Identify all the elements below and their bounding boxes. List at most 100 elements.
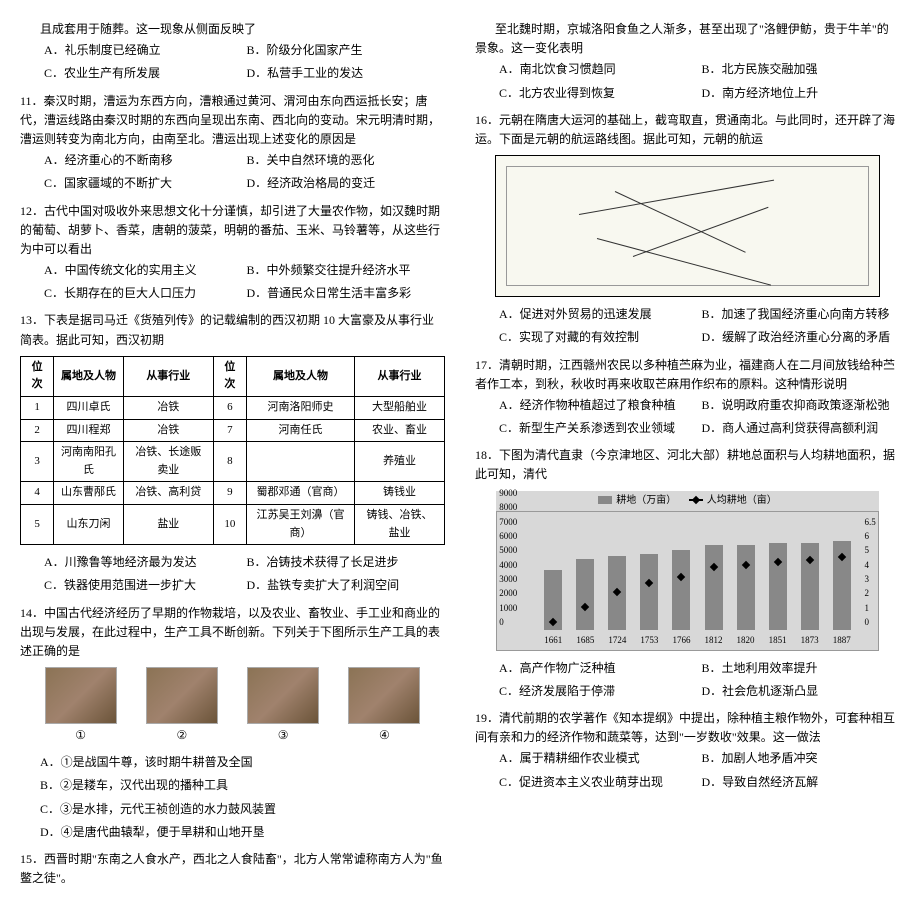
table-row: 3河南南阳孔氏冶铁、长途贩卖业8养殖业 [21,442,445,482]
chart-legend: 耕地（万亩） 人均耕地（亩） [496,491,879,511]
q13-text: 13．下表是据司马迁《货殖列传》的记载编制的西汉初期 10 大富豪及从事行业简表… [20,313,434,346]
q18-opt-d: D．社会危机逐渐凸显 [698,680,901,703]
q11-opt-b: B．关中自然环境的恶化 [243,149,446,172]
q15: 15．西晋时期"东南之人食水产，西北之人食陆畜"，北方人常常谑称南方人为"鱼鳖之… [20,850,445,888]
q14-images: ① ② ③ ④ [20,667,445,745]
q12-options: A．中国传统文化的实用主义 B．中外频繁交往提升经济水平 C．长期存在的巨大人口… [20,259,445,305]
y-right-tick: 1 [865,601,876,615]
chart-point [581,602,589,610]
th4: 属地及人物 [246,356,354,396]
q16-map [495,155,880,297]
table-header-row: 位次 属地及人物 从事行业 位次 属地及人物 从事行业 [21,356,445,396]
q18-opt-b: B．土地利用效率提升 [698,657,901,680]
q19: 19．清代前期的农学著作《知本提纲》中提出，除种植主粮作物外，可套种相互间有亲和… [475,709,900,794]
chart-bar [576,559,594,629]
x-tick: 1753 [640,633,658,647]
chart-point [773,557,781,565]
table-cell: 4 [21,482,54,505]
q13-opt-b: B．冶铸技术获得了长足进步 [243,551,446,574]
y-left-tick: 6000 [499,529,517,543]
chart-bar [769,543,787,629]
table-cell: 冶铁 [123,397,213,420]
y-left-tick: 2000 [499,586,517,600]
q10-options: A．礼乐制度已经确立 B．阶级分化国家产生 C．农业生产有所发展 D．私营手工业… [20,39,445,85]
map-outline [506,166,869,286]
chart-bar [672,550,690,630]
x-tick: 1873 [801,633,819,647]
chart-point [837,552,845,560]
q15-opt-a: A．南北饮食习惯趋同 [495,58,698,81]
q10-opt-a: A．礼乐制度已经确立 [40,39,243,62]
q11-opt-a: A．经济重心的不断南移 [40,149,243,172]
chart-bar [833,541,851,630]
chart-point [709,562,717,570]
chart-bars [537,522,858,630]
q15-tail-text: 至北魏时期，京城洛阳食鱼之人渐多，甚至出现了"洛鲤伊鲂，贵于牛羊"的景象。这一变… [475,22,889,55]
table-row: 4山东曹邴氏冶铁、高利贷9蜀郡邓通（官商）铸钱业 [21,482,445,505]
th3: 位次 [213,356,246,396]
y-left-tick: 8000 [499,500,517,514]
th5: 从事行业 [355,356,445,396]
table-cell: 冶铁、长途贩卖业 [123,442,213,482]
chart-bar [608,556,626,629]
q12-opt-d: D．普通民众日常生活丰富多彩 [243,282,446,305]
q19-options: A．属于精耕细作农业模式 B．加剧人地矛盾冲突 C．促进资本主义农业萌芽出现 D… [475,747,900,793]
table-cell: 大型船舶业 [355,397,445,420]
table-cell: 7 [213,419,246,442]
x-tick: 1661 [544,633,562,647]
x-tick: 1724 [608,633,626,647]
tool-image-3 [247,667,319,724]
chart-point [677,572,685,580]
q11: 11．秦汉时期，漕运为东西方向，漕粮通过黄河、渭河由东向西运抵长安；唐代，漕运线… [20,92,445,196]
q14-opt-d: D．④是唐代曲辕犁，便于旱耕和山地开垦 [40,821,445,844]
q15-tail: 至北魏时期，京城洛阳食鱼之人渐多，甚至出现了"洛鲤伊鲂，贵于牛羊"的景象。这一变… [475,20,900,105]
q19-opt-c: C．促进资本主义农业萌芽出现 [495,771,698,794]
table-cell: 盐业 [123,504,213,544]
q14: 14．中国古代经济经历了早期的作物栽培，以及农业、畜牧业、手工业和商业的出现与发… [20,604,445,845]
q16-opt-b: B．加速了我国经济重心向南方转移 [698,303,901,326]
q15-options: A．南北饮食习惯趋同 B．北方民族交融加强 C．北方农业得到恢复 D．南方经济地… [475,58,900,104]
x-tick: 1812 [705,633,723,647]
q13-table: 位次 属地及人物 从事行业 位次 属地及人物 从事行业 1四川卓氏冶铁6河南洛阳… [20,356,445,545]
q13-opt-d: D．盐铁专卖扩大了利润空间 [243,574,446,597]
table-cell: 铸钱业 [355,482,445,505]
q15-opt-d: D．南方经济地位上升 [698,82,901,105]
y-left-tick: 1000 [499,601,517,615]
legend-line-label: 人均耕地（亩） [707,495,777,506]
legend-bar-icon [598,496,612,504]
y-right-tick: 3 [865,572,876,586]
q14-opt-b: B．②是耧车，汉代出现的播种工具 [40,774,445,797]
q17-opt-a: A．经济作物种植超过了粮食种植 [495,394,698,417]
legend-line-icon [689,499,703,501]
table-cell: 河南南阳孔氏 [54,442,124,482]
table-cell: 河南任氏 [246,419,354,442]
table-cell: 四川程郑 [54,419,124,442]
th1: 属地及人物 [54,356,124,396]
th2: 从事行业 [123,356,213,396]
chart-point [805,555,813,563]
q14-opt-c: C．③是水排，元代王祯创造的水力鼓风装置 [40,798,445,821]
q15-opt-c: C．北方农业得到恢复 [495,82,698,105]
y-left-tick: 9000 [499,486,517,500]
q14-img-1: ① [45,667,117,745]
q17-opt-b: B．说明政府重农抑商政策逐渐松弛 [698,394,901,417]
chart-point [645,578,653,586]
x-axis: 1661168517241753176618121820185118731887 [537,633,858,647]
q14-options: A．①是战国牛尊，该时期牛耕普及全国 B．②是耧车，汉代出现的播种工具 C．③是… [20,751,445,844]
y-axis-left: 0100020003000400050006000700080009000 [499,522,517,630]
q10-tail: 且成套用于随葬。这一现象从侧面反映了 A．礼乐制度已经确立 B．阶级分化国家产生… [20,20,445,86]
q19-text: 19．清代前期的农学著作《知本提纲》中提出，除种植主粮作物外，可套种相互间有亲和… [475,711,895,744]
th0: 位次 [21,356,54,396]
q16-opt-a: A．促进对外贸易的迅速发展 [495,303,698,326]
table-row: 5山东刀闲盐业10江苏吴王刘濞（官商）铸钱、冶铁、盐业 [21,504,445,544]
table-cell: 3 [21,442,54,482]
q10-tail-text: 且成套用于随葬。这一现象从侧面反映了 [20,22,256,36]
q14-img-3: ③ [247,667,319,745]
chart-point [741,560,749,568]
q12-text: 12．古代中国对吸收外来思想文化十分谨慎，却引进了大量农作物，如汉魏时期的葡萄、… [20,204,440,256]
right-column: 至北魏时期，京城洛阳食鱼之人渐多，甚至出现了"洛鲤伊鲂，贵于牛羊"的景象。这一变… [475,20,900,894]
q18-chart: 耕地（万亩） 人均耕地（亩） 0100020003000400050006000… [496,491,879,651]
q14-opt-a: A．①是战国牛尊，该时期牛耕普及全国 [40,751,445,774]
x-tick: 1851 [769,633,787,647]
q19-opt-d: D．导致自然经济瓦解 [698,771,901,794]
